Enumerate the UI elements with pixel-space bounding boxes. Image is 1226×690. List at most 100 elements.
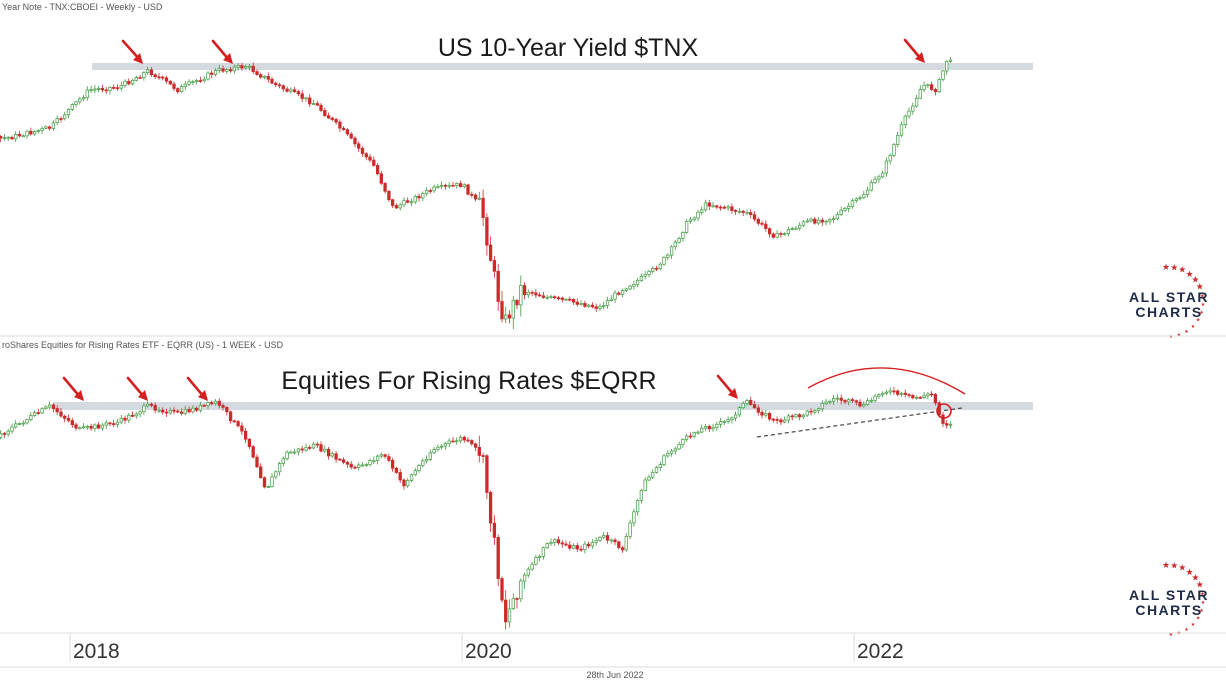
tnx-candle [639, 273, 644, 282]
eqrr-candle [55, 405, 59, 416]
eqrr-candle [447, 438, 451, 448]
tnx-candle [519, 275, 523, 317]
eqrr-candle [594, 537, 598, 546]
eqrr-candle [10, 423, 14, 434]
eqrr-candle [364, 463, 368, 467]
eqrr-candle [259, 463, 263, 479]
eqrr-candle [17, 422, 22, 426]
eqrr-candle [756, 404, 760, 416]
tnx-candle [387, 190, 391, 202]
tnx-candle [922, 81, 926, 93]
tnx-candle [914, 94, 919, 108]
eqrr-candle [104, 419, 108, 429]
tnx-candle [406, 197, 410, 204]
tnx-candle [794, 225, 798, 231]
tnx-candle [119, 81, 123, 92]
tnx-candle [741, 209, 745, 217]
eqrr-candle [462, 435, 466, 443]
eqrr-logo-line2: CHARTS [1135, 602, 1202, 618]
tnx-logo-line1: ALL STAR [1129, 289, 1209, 305]
eqrr-candle [349, 461, 353, 470]
eqrr-subtitle: roShares Equities for Rising Rates ETF -… [2, 340, 284, 350]
eqrr-candles [0, 387, 953, 630]
x-tick-label-2020: 2020 [465, 640, 512, 663]
eqrr-candle [311, 441, 316, 450]
eqrr-candle [896, 389, 900, 397]
eqrr-candle [492, 515, 497, 545]
eqrr-candle [383, 453, 387, 459]
eqrr-candle [300, 446, 304, 453]
tnx-candle [308, 94, 312, 108]
tnx-candle [903, 114, 907, 129]
tnx-candle [36, 129, 40, 134]
eqrr-candle [515, 597, 519, 609]
tnx-candle [899, 121, 904, 138]
tnx-candle [522, 282, 527, 300]
logo-star-icon: ★ [1201, 302, 1206, 308]
tnx-candle [353, 136, 357, 148]
eqrr-candle [609, 538, 613, 544]
tnx-candle [78, 96, 82, 105]
eqrr-candle [179, 408, 184, 416]
eqrr-candle [696, 430, 700, 435]
eqrr-candle [40, 407, 44, 415]
tnx-candle [40, 126, 44, 134]
eqrr-candle [948, 421, 953, 429]
eqrr-candle [730, 416, 734, 424]
eqrr-candle [779, 417, 783, 425]
tnx-candle [194, 78, 199, 85]
tnx-candle [771, 232, 775, 239]
logo-star-icon: ★ [1200, 294, 1205, 300]
tnx-candle [843, 206, 847, 213]
tnx-candle [424, 187, 429, 197]
eqrr-candle [470, 439, 474, 446]
tnx-candle [541, 291, 546, 299]
tnx-candle [850, 198, 855, 209]
eqrr-candle [805, 409, 809, 417]
eqrr-candle [673, 446, 677, 455]
eqrr-candle [624, 533, 628, 552]
tnx-candle [255, 69, 259, 76]
x-tick-label-2018: 2018 [73, 640, 120, 663]
eqrr-candle [421, 458, 425, 468]
tnx-candle [911, 102, 915, 115]
tnx-candle [319, 103, 323, 113]
logo-star-icon: ★ [1191, 573, 1199, 583]
eqrr-breakdown-circle [936, 403, 952, 419]
tnx-candle [598, 303, 602, 312]
tnx-candle [688, 217, 693, 224]
eqrr-candle [6, 429, 10, 437]
eqrr-candle [153, 402, 157, 414]
tnx-candle [228, 66, 233, 73]
tnx-candle [828, 218, 832, 225]
tnx-candle [247, 64, 252, 71]
tnx-candle [722, 205, 726, 210]
eqrr-candle [767, 411, 772, 422]
tnx-candle [575, 298, 579, 307]
tnx-candle [210, 70, 214, 79]
eqrr-candle [669, 448, 674, 457]
tnx-candle [157, 73, 161, 80]
eqrr-candle [379, 452, 383, 459]
tnx-candle [488, 236, 493, 262]
tnx-candle [937, 77, 941, 94]
logo-star-icon: ★ [1178, 563, 1186, 573]
tnx-candle [341, 126, 346, 131]
eqrr-candle [884, 389, 889, 396]
eqrr-candle [760, 409, 764, 419]
tnx-candle [862, 190, 866, 200]
eqrr-candle [341, 457, 346, 465]
tnx-candle [432, 184, 436, 193]
eqrr-candle [202, 404, 206, 407]
eqrr-candle [628, 519, 632, 540]
tnx-candle [617, 291, 621, 296]
tnx-candle [801, 220, 806, 228]
tnx-candle [334, 117, 338, 125]
eqrr-candle [522, 572, 527, 589]
tnx-candle [647, 269, 651, 278]
tnx-candle [635, 277, 640, 288]
tnx-candle [854, 197, 858, 204]
eqrr-candle [888, 387, 892, 396]
eqrr-candle [289, 450, 293, 454]
tnx-candle [161, 75, 165, 81]
